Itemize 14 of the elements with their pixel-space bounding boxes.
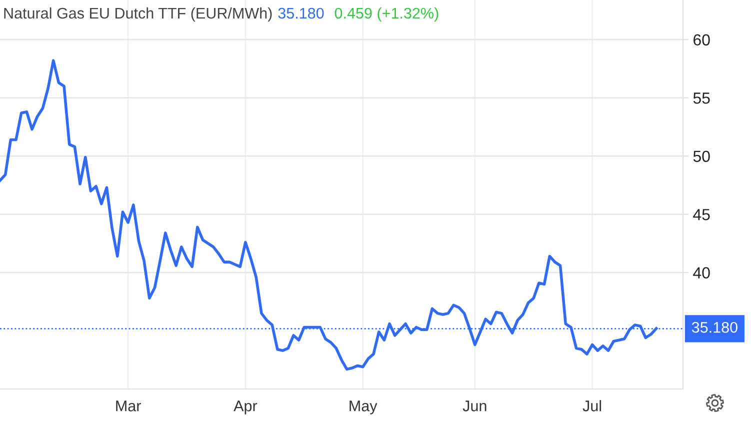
y-tick-label: 40 bbox=[693, 267, 710, 278]
y-tick-label: 45 bbox=[693, 209, 710, 220]
y-tick-label: 60 bbox=[694, 34, 710, 46]
x-tick-label: Jul bbox=[582, 400, 602, 412]
annotation: 0.459 (+1.32%) bbox=[334, 7, 438, 22]
y-tick-label: 50 bbox=[693, 150, 710, 162]
x-tick-label: Apr bbox=[234, 400, 258, 414]
x-tick-label: Mar bbox=[116, 400, 141, 412]
chart-title: Natural Gas EU Dutch TTF (EUR/MWh) bbox=[4, 7, 272, 22]
x-tick-label: Jun bbox=[462, 400, 486, 412]
annotation: 35.180 bbox=[278, 8, 324, 19]
y-tick-label: 55 bbox=[693, 92, 710, 104]
ref-line-label: 35.180 bbox=[692, 322, 738, 333]
x-tick-label: May bbox=[350, 400, 378, 414]
